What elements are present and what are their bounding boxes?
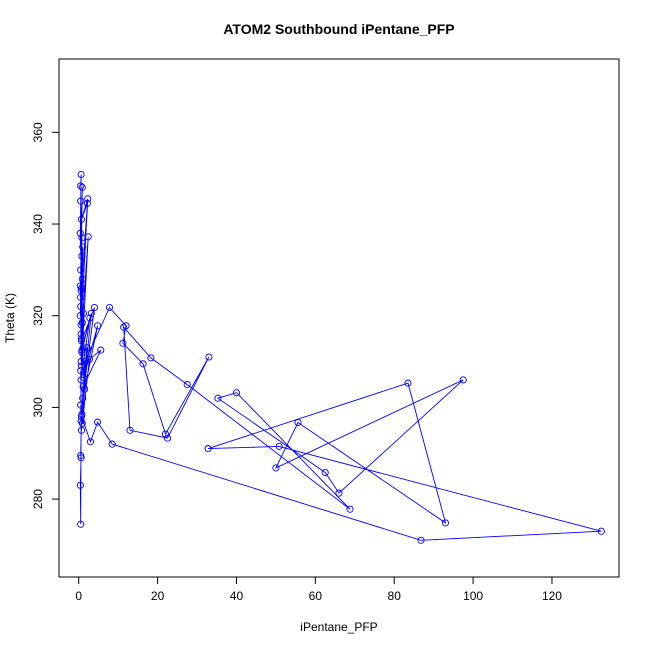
data-point [77, 197, 85, 205]
x-tick-label: 80 [388, 589, 402, 603]
data-point [77, 426, 86, 434]
data-point [76, 282, 84, 290]
data-point [76, 481, 84, 489]
chart-title: ATOM2 Southbound iPentane_PFP [223, 21, 454, 37]
data-point [86, 314, 94, 322]
y-tick-label: 320 [31, 305, 45, 325]
y-tick-label: 280 [31, 489, 45, 509]
data-point [77, 286, 85, 295]
x-tick-label: 100 [463, 589, 483, 603]
data-point [335, 489, 343, 497]
data-point [94, 322, 102, 330]
data-point [87, 309, 95, 317]
data-point [77, 401, 85, 409]
x-tick-label: 20 [151, 589, 165, 603]
data-point [83, 344, 91, 352]
data-point [78, 348, 86, 356]
data-point [214, 394, 222, 402]
data-point [77, 335, 86, 343]
data-point [84, 233, 92, 241]
data-point [77, 417, 85, 425]
y-tick-label: 300 [31, 397, 45, 417]
data-point [94, 418, 102, 426]
data-point [84, 195, 92, 203]
data-point [272, 464, 280, 472]
data-point [97, 346, 105, 354]
data-point [79, 383, 87, 391]
x-axis: 0 20 40 60 80 100 120 [75, 576, 562, 603]
x-axis-label: iPentane_PFP [300, 620, 377, 634]
data-point [78, 319, 86, 327]
plot-frame [58, 58, 620, 578]
data-point [294, 418, 302, 427]
data-point [85, 355, 93, 363]
x-tick-label: 120 [542, 589, 562, 603]
x-tick-label: 40 [230, 589, 244, 603]
data-point [77, 266, 85, 274]
data-point [77, 215, 86, 223]
data-point [78, 183, 86, 191]
data-point [183, 380, 191, 389]
y-axis: 280 300 320 340 360 [31, 122, 60, 509]
data-point [86, 438, 95, 446]
data-point [275, 442, 283, 450]
data-point [119, 339, 127, 347]
data-point [77, 520, 85, 528]
data-point [120, 323, 128, 331]
data-point [79, 394, 87, 402]
data-point [80, 374, 88, 382]
x-tick-label: 60 [309, 589, 323, 603]
x-tick-label: 0 [75, 589, 82, 603]
data-point [79, 243, 87, 251]
data-point [77, 454, 85, 462]
y-tick-label: 360 [31, 122, 45, 142]
data-point [77, 367, 85, 375]
data-point [77, 330, 85, 338]
data-point [83, 199, 91, 207]
data-point [105, 303, 114, 312]
data-point [77, 362, 86, 370]
data-point [77, 302, 85, 311]
data-point [90, 303, 99, 312]
data-point [78, 275, 86, 283]
data-point [147, 354, 155, 362]
data-point [417, 536, 425, 544]
data-point [81, 357, 89, 366]
data-point [232, 389, 241, 397]
data-point [205, 353, 213, 361]
data-point [163, 434, 172, 442]
y-axis-label: Theta (K) [3, 293, 17, 343]
data-point [77, 357, 85, 366]
data-point [77, 413, 86, 421]
series-line [79, 174, 602, 541]
data-point [346, 505, 354, 513]
data-point [126, 426, 134, 434]
data-point [321, 468, 329, 477]
y-tick-label: 340 [31, 214, 45, 234]
data-point [459, 376, 467, 384]
data-point [77, 170, 85, 179]
data-point [76, 229, 84, 237]
data-point [108, 440, 116, 448]
data-point [77, 293, 85, 301]
data-point [77, 337, 86, 345]
data-point [139, 360, 147, 368]
data-point [204, 445, 212, 453]
data-point [79, 309, 88, 317]
data-point [441, 519, 450, 527]
data-point [404, 379, 412, 387]
data-point [597, 527, 605, 535]
data-point [77, 182, 85, 190]
series-layer [76, 170, 605, 544]
data-point [161, 430, 170, 438]
data-point [78, 252, 86, 260]
